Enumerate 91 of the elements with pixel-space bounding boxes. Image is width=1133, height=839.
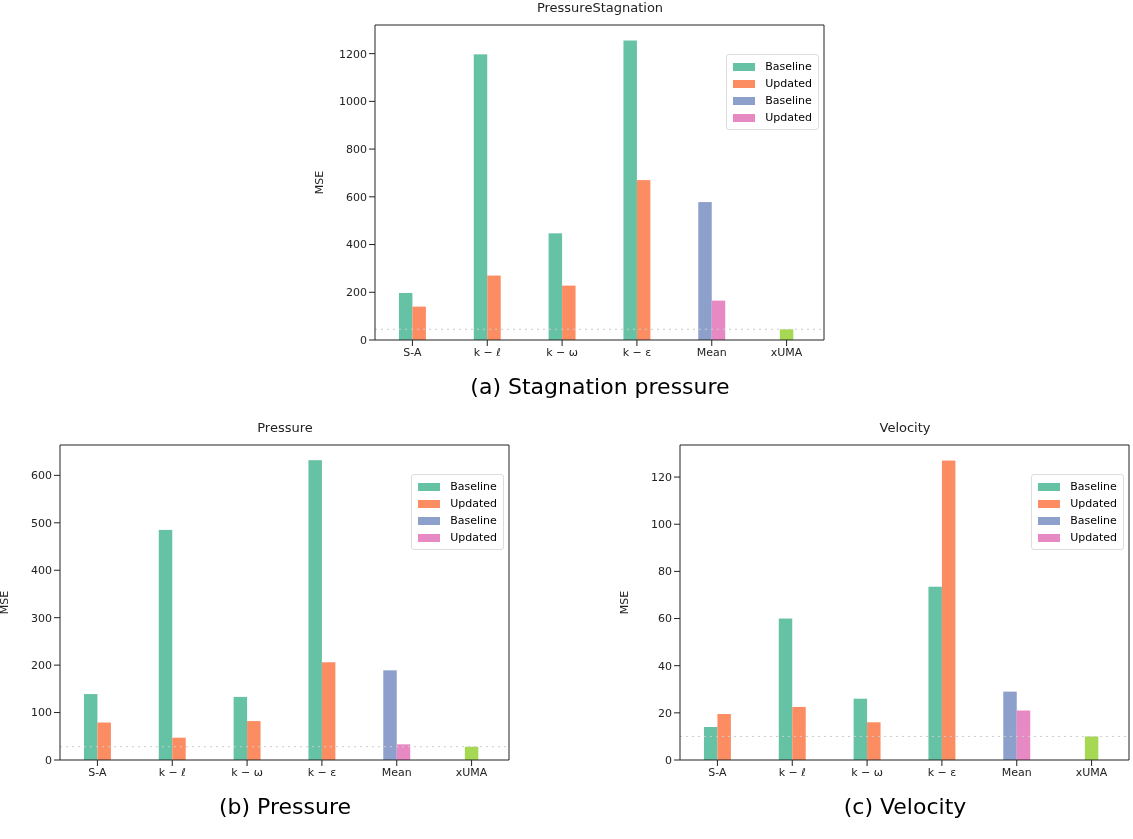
x-tick-label: Mean [381,765,412,779]
y-tick-label: 100 [651,518,672,532]
legend-label: Updated [765,111,812,124]
y-tick-label: 400 [346,238,367,252]
x-tick-label: S-A [708,765,727,779]
x-tick-label: k − ε [622,345,652,359]
legend-label: Baseline [1070,514,1117,527]
bar [473,54,488,340]
x-tick-label: k − ε [307,765,337,779]
bar [1016,710,1031,760]
bar [97,722,111,760]
legend-label: Updated [450,497,497,510]
bar [548,233,563,340]
bar [928,586,942,760]
bar [853,698,868,760]
legend-label: Updated [450,531,497,544]
y-axis-title: MSE [617,590,631,615]
y-tick-label: 1200 [339,47,367,61]
y-tick-label: 600 [346,190,367,204]
bar [867,722,881,760]
y-tick-label: 80 [658,565,672,579]
x-tick-label: k − ℓ [778,765,806,779]
bar [308,460,322,760]
legend-label: Baseline [765,60,812,73]
x-tick-label: xUMA [455,765,488,779]
y-axis-title: MSE [312,170,326,195]
x-tick-label: S-A [88,765,107,779]
bar [778,618,793,760]
legend-label: Updated [1070,531,1117,544]
y-tick-label: 120 [651,470,672,484]
y-tick-label: 300 [31,611,52,625]
y-tick-label: 400 [31,564,52,578]
y-tick-label: 100 [31,706,52,720]
y-axis-title: MSE [0,590,11,615]
bar [398,292,413,340]
bar [698,202,712,340]
y-tick-label: 800 [346,143,367,156]
chart-title: PressureStagnation [535,0,665,17]
x-tick-label: xUMA [1075,765,1108,779]
bar [172,737,186,760]
bar [158,529,173,760]
x-tick-label: xUMA [770,345,803,359]
bar [792,706,806,760]
legend-label: Updated [765,77,812,90]
bar [247,721,261,760]
bar [711,300,726,340]
y-tick-label: 0 [45,753,52,767]
bar [412,306,426,340]
legend-label: Updated [1070,497,1117,510]
bar [233,696,248,760]
bar [396,744,411,760]
legend-label: Baseline [450,514,497,527]
bar [941,460,956,760]
text: (c) Velocity [842,794,968,819]
bar [703,726,718,760]
bar [636,180,651,340]
bar [623,40,637,340]
y-tick-label: 200 [31,659,52,673]
x-tick-label: k − ω [231,765,263,779]
y-tick-label: 200 [346,286,367,300]
bar [1084,736,1099,760]
bar [83,694,98,760]
x-tick-label: k − ℓ [158,765,186,779]
legend-label: Baseline [1070,480,1117,493]
x-tick-label: k − ω [546,345,578,359]
y-tick-label: 60 [658,612,672,626]
bar [717,714,731,760]
bar [383,670,397,760]
y-tick-label: 20 [658,706,672,720]
x-tick-label: Mean [1001,765,1032,779]
chart-title: Pressure [256,420,314,437]
bar [487,275,501,340]
text: (a) Stagnation pressure [469,374,731,399]
x-tick-label: k − ε [927,765,957,779]
x-tick-label: Mean [696,345,727,359]
y-tick-label: 600 [31,469,52,483]
y-tick-label: 0 [665,753,672,767]
x-tick-label: S-A [403,345,422,359]
y-tick-label: 1000 [339,95,367,109]
x-tick-label: k − ω [851,765,883,779]
bar [562,285,576,340]
x-tick-label: k − ℓ [473,345,501,359]
legend-label: Baseline [765,94,812,107]
text: (b) Pressure [217,794,353,819]
chart-title: Velocity [878,420,932,437]
y-tick-label: 40 [658,659,672,673]
legend-label: Baseline [450,480,497,493]
y-tick-label: 500 [31,516,52,530]
bar [321,662,336,760]
bar [1003,691,1017,760]
y-tick-label: 0 [360,333,367,347]
